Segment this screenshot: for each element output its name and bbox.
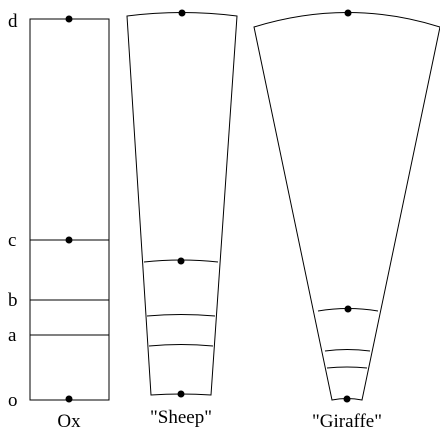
- giraffe-dot-top: [344, 9, 352, 17]
- label-o: o: [8, 390, 18, 411]
- label-d: d: [8, 11, 18, 32]
- giraffe-outline: [253, 12, 440, 401]
- ox-dot-middle: [65, 236, 73, 244]
- ox-dot-top: [65, 15, 73, 23]
- ox-shape: [29, 15, 110, 403]
- sheep-line-3: [148, 344, 214, 347]
- ox-outline: [29, 18, 110, 401]
- label-b: b: [8, 290, 18, 311]
- sheep-dot-bottom: [177, 390, 185, 398]
- caption-giraffe: "Giraffe": [312, 411, 382, 431]
- caption-ox: Ox: [57, 411, 81, 431]
- giraffe-line-2: [324, 349, 371, 352]
- sheep-shape: [126, 9, 238, 398]
- sheep-outline: [126, 12, 238, 396]
- ox-dot-bottom: [65, 395, 73, 403]
- giraffe-shape: [253, 9, 440, 403]
- giraffe-dot-bottom: [343, 395, 351, 403]
- sheep-line-2: [146, 314, 216, 317]
- giraffe-line-3: [326, 366, 368, 369]
- giraffe-dot-middle: [344, 305, 352, 313]
- sheep-dot-middle: [177, 257, 185, 265]
- sheep-dot-top: [178, 9, 186, 17]
- label-c: c: [8, 230, 16, 251]
- label-a: a: [8, 325, 17, 346]
- caption-sheep: "Sheep": [150, 407, 212, 428]
